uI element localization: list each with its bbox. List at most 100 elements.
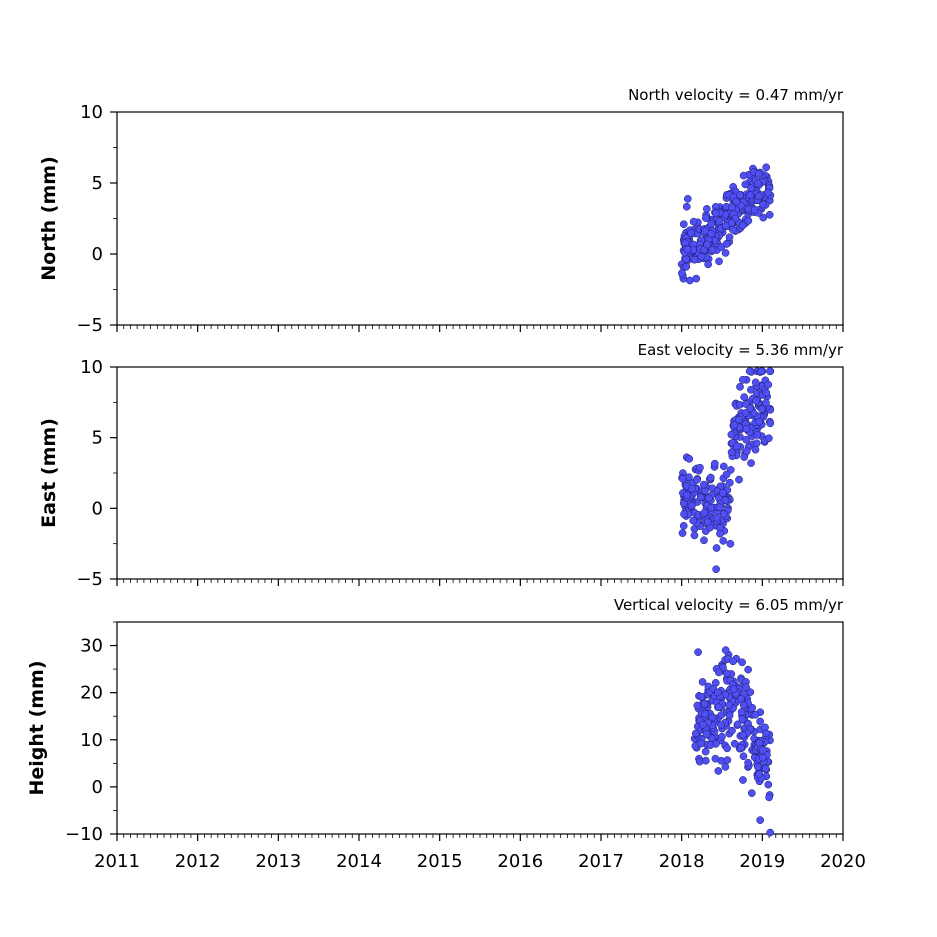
data-point [742, 683, 750, 692]
data-point [702, 730, 711, 739]
data-point [738, 375, 747, 384]
data-point [747, 789, 756, 797]
data-point [707, 229, 716, 238]
data-point [736, 382, 744, 391]
data-point [725, 711, 734, 720]
x-tick-label: 2013 [255, 851, 301, 872]
data-point [758, 405, 766, 414]
data-point [753, 431, 762, 439]
data-point [714, 668, 723, 677]
data-point [755, 192, 763, 201]
data-point [679, 220, 688, 229]
data-point [752, 396, 760, 405]
y-tick-label: 10 [80, 730, 103, 751]
data-point [744, 758, 752, 767]
data-point [708, 245, 717, 254]
data-point [762, 388, 771, 397]
data-point [717, 721, 725, 729]
y-tick-label: 5 [92, 173, 103, 194]
data-point [727, 430, 736, 439]
data-point [759, 200, 767, 209]
data-point [766, 828, 775, 837]
y-tick-label: −5 [76, 569, 103, 590]
data-point [717, 711, 726, 719]
data-point [745, 367, 754, 376]
y-tick-label: 20 [80, 683, 103, 704]
data-point [728, 726, 736, 735]
data-point [739, 752, 748, 761]
y-axis-title: East (mm) [38, 418, 60, 528]
data-point [726, 478, 734, 487]
data-point [719, 510, 728, 518]
y-tick-label: 5 [92, 428, 103, 449]
x-tick-label: 2017 [578, 851, 624, 872]
data-point [765, 793, 773, 802]
data-point [762, 163, 771, 172]
data-point [677, 269, 686, 278]
data-point [728, 203, 736, 212]
data-point [706, 741, 715, 749]
data-point [727, 448, 736, 457]
data-point [693, 475, 701, 484]
panel-2-frame [116, 366, 844, 580]
data-point [751, 710, 760, 719]
data-point [687, 501, 696, 510]
data-point [701, 710, 709, 718]
data-point [758, 753, 767, 762]
data-point [694, 648, 702, 657]
data-point [754, 169, 763, 178]
data-point [723, 744, 731, 753]
data-point [750, 206, 759, 214]
data-point [723, 756, 732, 764]
data-point [712, 514, 721, 522]
data-point [725, 233, 734, 242]
data-point [682, 202, 691, 211]
data-point [751, 378, 760, 387]
data-point [678, 529, 687, 537]
x-tick-label: 2011 [94, 851, 140, 872]
data-point [722, 240, 731, 248]
data-point [754, 762, 762, 771]
data-point [721, 249, 730, 257]
x-tick-label: 2015 [417, 851, 463, 872]
data-point [689, 516, 697, 525]
data-point [700, 480, 708, 489]
data-point [680, 510, 688, 519]
data-point [696, 493, 705, 502]
data-point [725, 701, 733, 710]
velocity-label: North velocity = 0.47 mm/yr [628, 86, 844, 104]
velocity-label: East velocity = 5.36 mm/yr [638, 341, 844, 359]
data-point [732, 197, 741, 206]
data-point [707, 220, 716, 228]
y-tick-label: −5 [76, 315, 103, 336]
data-point [737, 695, 745, 703]
data-point [735, 475, 743, 484]
data-point [718, 732, 726, 741]
data-point [703, 240, 712, 249]
data-point [689, 217, 698, 226]
data-point [737, 708, 746, 716]
data-point [765, 210, 774, 219]
data-point [703, 518, 712, 526]
data-point [715, 217, 724, 226]
data-point [766, 367, 774, 376]
data-point [744, 665, 752, 674]
data-point [710, 459, 719, 468]
data-point [693, 701, 702, 710]
data-point [678, 474, 687, 483]
data-point [715, 257, 723, 266]
data-point [723, 669, 731, 678]
data-point [697, 739, 706, 748]
data-point [761, 723, 769, 732]
data-point [753, 179, 762, 188]
data-point [697, 252, 706, 261]
data-point [740, 393, 749, 401]
data-point [752, 439, 761, 448]
data-point [741, 409, 750, 417]
x-tick-label: 2012 [175, 851, 221, 872]
data-point [728, 225, 737, 234]
data-point [733, 720, 742, 729]
data-point [756, 816, 765, 824]
data-point [713, 688, 722, 697]
